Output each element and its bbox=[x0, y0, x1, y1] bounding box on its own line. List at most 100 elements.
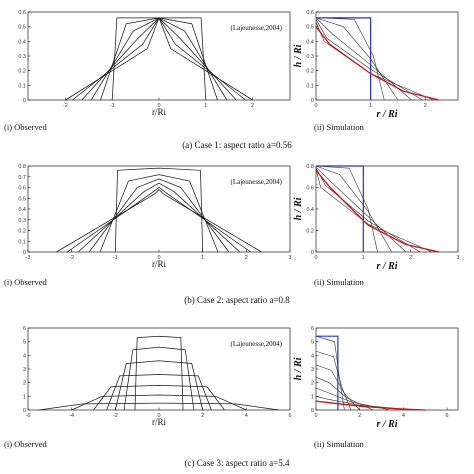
case1-simulation-y-tick-label: 0.2 bbox=[306, 69, 314, 75]
case3-observed-x-tick-label: 4 bbox=[245, 413, 248, 419]
case3-simulation-y-tick-label: 6 bbox=[311, 326, 314, 332]
case3-observed-y-tick-label: 3 bbox=[23, 367, 26, 373]
case2-observed-y-tick-label: 0.2 bbox=[18, 229, 26, 235]
case2-simulation-chart: 0 1 2 3 0 0.2 0.4 0.6 0.8 r / Ri h / Ri (ii) Simula… bbox=[293, 164, 460, 287]
case2-observed-profile-line-5 bbox=[67, 187, 251, 253]
case3-simulation-x-tick-label: 6 bbox=[446, 413, 449, 419]
case1-observed-chart: -2 -1 0 1 2 0 0.1 0.2 0.3 0.4 0.5 0.6 r/Ri (Lajeuness… bbox=[4, 10, 291, 132]
case1-observed-y-tick-label: 0 bbox=[23, 98, 26, 104]
case3-simulation-final-profile-line bbox=[315, 400, 426, 411]
case3-simulation-profile-line-1 bbox=[315, 335, 345, 411]
case2-simulation-y-axis-label: h / Ri bbox=[293, 197, 304, 220]
case1-observed-x-tick-label: -1 bbox=[110, 103, 115, 109]
case3-simulation-y-tick-label: 5 bbox=[311, 340, 314, 346]
case1-simulation-y-tick-label: 0.4 bbox=[306, 39, 314, 45]
case1-simulation-y-tick-label: 0.1 bbox=[306, 83, 314, 89]
case3-observed-profile-line-3 bbox=[114, 360, 204, 411]
case1-simulation-x-tick-label: 2 bbox=[424, 103, 427, 109]
case2-observed-x-tick-label: 0 bbox=[157, 255, 160, 261]
case2-observed-y-tick-label: 0.8 bbox=[18, 164, 26, 170]
case2-observed-y-tick-label: 0.5 bbox=[18, 196, 26, 202]
case3-simulation-y-tick-label: 4 bbox=[311, 353, 314, 359]
case1-simulation-y-tick-label: 0.3 bbox=[306, 54, 314, 60]
case1-simulation-y-axis-label: h / Ri bbox=[293, 44, 304, 67]
case3-observed-y-tick-label: 0 bbox=[23, 408, 26, 414]
case2-simulation-y-tick-label: 0.6 bbox=[306, 186, 314, 192]
case3-observed-source-annotation: (Lajeunesse,2004) bbox=[230, 340, 282, 348]
case1-observed-panel-label: (i) Observed bbox=[4, 122, 47, 132]
case3-observed-y-tick-label: 5 bbox=[23, 340, 26, 346]
case3-observed-x-tick-label: 0 bbox=[157, 413, 160, 419]
case1-observed-x-tick-label: 1 bbox=[204, 103, 207, 109]
case2-simulation-y-tick-label: 0.4 bbox=[306, 207, 314, 213]
case2-observed-x-tick-label: 3 bbox=[288, 255, 291, 261]
case2-caption: (b) Case 2: aspect ratio a=0.8 bbox=[184, 295, 290, 305]
case2-observed-panel-label: (i) Observed bbox=[4, 277, 47, 287]
case3-observed-panel-label: (i) Observed bbox=[4, 439, 47, 449]
case3-observed-profile-line-2 bbox=[123, 346, 195, 411]
case1-observed-profile-line-1 bbox=[111, 17, 207, 101]
case2-simulation-y-tick-label: 0.8 bbox=[306, 164, 314, 170]
case2-observed-profile-line-4 bbox=[77, 182, 241, 253]
case2-observed-x-tick-label: 1 bbox=[201, 255, 204, 261]
case1-observed-x-tick-label: 0 bbox=[157, 103, 160, 109]
case2-simulation-profile-line-5 bbox=[315, 169, 433, 253]
case2-simulation-profile-line-1 bbox=[315, 165, 378, 253]
case1-simulation-plot-frame bbox=[315, 11, 459, 101]
case3-observed-y-tick-label: 4 bbox=[23, 353, 26, 359]
case3-observed-y-tick-label: 1 bbox=[23, 394, 26, 400]
case1-observed-y-tick-label: 0.5 bbox=[18, 25, 26, 31]
case2-observed-profile-line-2 bbox=[99, 174, 219, 253]
case3-observed-profile-line-1 bbox=[134, 335, 184, 411]
case3-simulation-x-axis-label: r / Ri bbox=[376, 419, 397, 430]
case3-simulation-x-tick-label: 4 bbox=[402, 413, 405, 419]
case1-simulation-profile-line-4 bbox=[315, 19, 423, 101]
case2-observed-y-tick-label: 0.4 bbox=[18, 207, 26, 213]
case3-observed-x-tick-label: 2 bbox=[201, 413, 204, 419]
case1-simulation-chart: 0 1 2 0 0.1 0.2 0.3 0.4 0.5 0.6 r / Ri h / Ri (ii) S… bbox=[293, 10, 459, 132]
case2-observed-y-tick-label: 0 bbox=[23, 250, 26, 256]
case1-observed-profile-line-6 bbox=[65, 16, 253, 101]
case1-observed-profile-line-3 bbox=[90, 17, 228, 101]
case1-simulation-x-tick-label: 1 bbox=[369, 103, 372, 109]
case3-simulation-initial-profile-line bbox=[316, 335, 339, 410]
case1-simulation-y-tick-label: 0.6 bbox=[306, 10, 314, 16]
case2-observed-profile-line-6 bbox=[56, 189, 262, 253]
case1-simulation-initial-profile-line bbox=[316, 17, 372, 100]
case1-simulation-x-tick-label: 0 bbox=[314, 103, 317, 109]
case1-observed-x-axis-label: r/Ri bbox=[152, 107, 167, 117]
case3-caption: (c) Case 3: aspect ratio a=5.4 bbox=[184, 458, 290, 468]
case3-simulation-x-tick-label: 0 bbox=[314, 413, 317, 419]
case3-simulation-x-tick-label: 2 bbox=[358, 413, 361, 419]
case1-observed-x-tick-label: 2 bbox=[251, 103, 254, 109]
case2-observed-x-tick-label: -1 bbox=[113, 255, 118, 261]
case2-simulation-panel-label: (ii) Simulation bbox=[314, 277, 365, 287]
case3-observed-x-tick-label: -2 bbox=[113, 413, 118, 419]
case2-simulation-plot-frame bbox=[315, 165, 459, 253]
case3-simulation-panel-label: (ii) Simulation bbox=[314, 439, 365, 449]
case1-observed-source-annotation: (Lajeunesse,2004) bbox=[230, 24, 282, 32]
case2-simulation-x-tick-label: 2 bbox=[409, 255, 412, 261]
case3-simulation-y-tick-label: 2 bbox=[311, 381, 314, 387]
case2-simulation-profile-line-3 bbox=[315, 166, 407, 253]
case1-simulation-panel-label: (ii) Simulation bbox=[314, 122, 365, 132]
case2-simulation-final-profile-line bbox=[315, 169, 440, 253]
case3-observed-y-tick-label: 2 bbox=[23, 381, 26, 387]
case3-observed-chart: -6 -4 -2 0 2 4 6 0 1 2 3 4 5 6 r/Ri (Lajeunesse,2004) (i… bbox=[4, 326, 292, 449]
case2-observed-chart: -3 -2 -1 0 1 2 3 0 0.1 0.2 0.3 0.4 0.5 0.6 0.7 0.8 r/Ri (… bbox=[4, 164, 292, 287]
case2-simulation-y-tick-label: 0.2 bbox=[306, 229, 314, 235]
case3-observed-x-axis-label: r/Ri bbox=[152, 417, 167, 427]
case1-observed-profile-line-2 bbox=[100, 17, 218, 101]
case3-observed-profile-line-7 bbox=[38, 402, 280, 411]
case3-simulation-y-axis-label: h / Ri bbox=[293, 357, 304, 380]
case2-simulation-x-tick-label: 3 bbox=[456, 255, 459, 261]
case1-observed-x-tick-label: -2 bbox=[63, 103, 68, 109]
case2-observed-source-annotation: (Lajeunesse,2004) bbox=[230, 178, 282, 186]
case2-observed-y-tick-label: 0.1 bbox=[18, 239, 26, 245]
case1-observed-y-tick-label: 0.4 bbox=[18, 39, 26, 45]
case3-simulation-chart: 0 2 4 6 0 1 2 3 4 5 6 r / Ri h / Ri (ii) Simulation bbox=[293, 326, 459, 449]
case1-simulation-y-tick-label: 0 bbox=[311, 98, 314, 104]
case2-simulation-initial-profile-line bbox=[316, 165, 364, 252]
case2-observed-x-tick-label: -3 bbox=[26, 255, 31, 261]
